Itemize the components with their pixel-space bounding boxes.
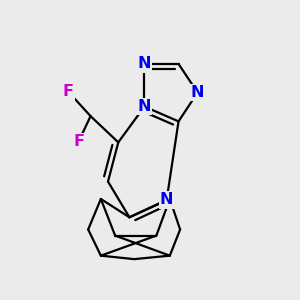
Text: N: N bbox=[160, 192, 173, 207]
Text: F: F bbox=[63, 84, 74, 99]
Text: N: N bbox=[191, 85, 204, 100]
Text: F: F bbox=[73, 134, 84, 149]
Text: N: N bbox=[138, 56, 151, 71]
Text: N: N bbox=[138, 99, 151, 114]
